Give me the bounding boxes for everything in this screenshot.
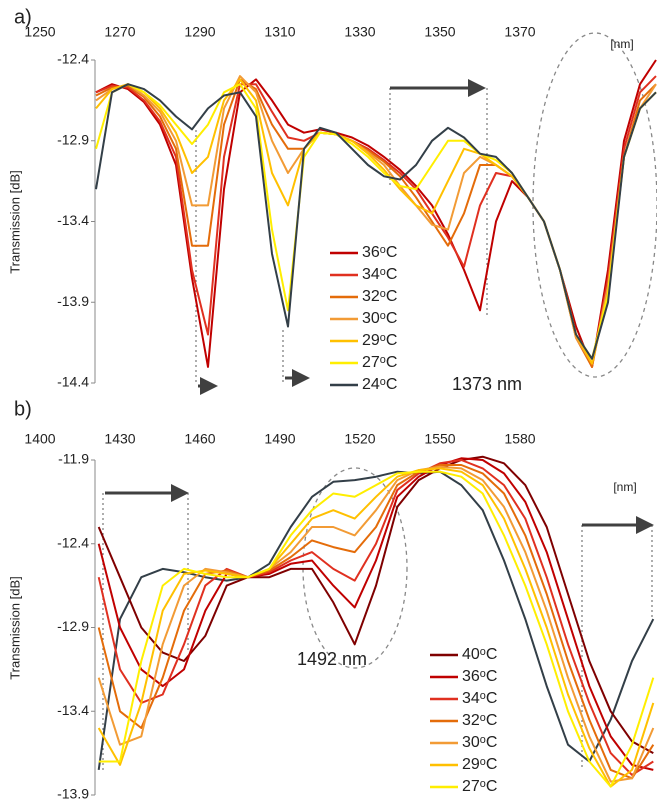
y-tick-label: -11.9	[58, 451, 89, 467]
x-tick-label: 1310	[264, 24, 295, 40]
highlight-ellipse	[532, 32, 657, 378]
annotation: 1492 nm	[297, 649, 367, 669]
x-tick-label: 1550	[424, 431, 455, 447]
legend-label: 27ᵒC	[462, 778, 497, 795]
y-axis-title: Transmission [dB]	[7, 170, 22, 274]
y-tick-label: -13.4	[57, 212, 89, 228]
y-axis-title: Transmission [dB]	[7, 576, 22, 680]
legend-label: 30ᵒC	[362, 310, 397, 327]
legend-label: 36ᵒC	[362, 244, 397, 261]
x-tick-label: 1350	[424, 24, 455, 40]
annotation: 1373 nm	[452, 374, 522, 394]
x-tick-label: 1430	[104, 431, 135, 447]
series-line	[97, 465, 655, 783]
legend-label: 34ᵒC	[462, 690, 497, 707]
series-line	[97, 457, 654, 771]
y-tick-label: -13.9	[57, 786, 89, 802]
x-tick-label: 1520	[344, 431, 375, 447]
series-line	[97, 470, 655, 771]
x-tick-label: 1580	[504, 431, 535, 447]
y-tick-label: -13.4	[57, 702, 89, 718]
series-line	[98, 470, 655, 788]
series-line	[97, 467, 655, 788]
x-axis-unit: [nm]	[613, 480, 636, 494]
y-tick-label: -12.4	[57, 534, 89, 550]
legend-label: 24ᵒC	[362, 376, 397, 393]
x-tick-label: 1400	[24, 431, 55, 447]
legend-label: 32ᵒC	[362, 288, 397, 305]
y-tick-label: -12.9	[57, 618, 89, 634]
legend-label: 29ᵒC	[362, 332, 397, 349]
x-tick-label: 1250	[24, 24, 55, 40]
highlight-ellipse	[302, 467, 408, 669]
legend-label: 40ᵒC	[462, 646, 497, 663]
legend-label: 32ᵒC	[462, 712, 497, 729]
y-tick-label: -13.9	[57, 293, 89, 309]
x-axis-unit: [nm]	[610, 37, 633, 51]
y-tick-label: -12.9	[57, 131, 89, 147]
y-tick-label: -14.4	[57, 374, 89, 390]
legend-label: 36ᵒC	[462, 668, 497, 685]
series-line	[97, 464, 655, 780]
x-tick-label: 1460	[184, 431, 215, 447]
series-line	[97, 455, 654, 754]
x-tick-label: 1290	[184, 24, 215, 40]
legend-label: 27ᵒC	[362, 354, 397, 371]
x-tick-label: 1270	[104, 24, 135, 40]
panel-label: a)	[14, 6, 32, 28]
legend-label: 29ᵒC	[462, 756, 497, 773]
x-tick-label: 1490	[264, 431, 295, 447]
y-tick-label: -12.4	[57, 51, 89, 67]
x-tick-label: 1370	[504, 24, 535, 40]
annotations-a	[195, 32, 657, 395]
panel-label: b)	[14, 398, 32, 420]
legend-label: 30ᵒC	[462, 734, 497, 751]
legend-label: 34ᵒC	[362, 266, 397, 283]
series-line	[97, 459, 654, 776]
x-tick-label: 1330	[344, 24, 375, 40]
series-line	[95, 83, 657, 360]
annotations-b	[102, 467, 654, 770]
